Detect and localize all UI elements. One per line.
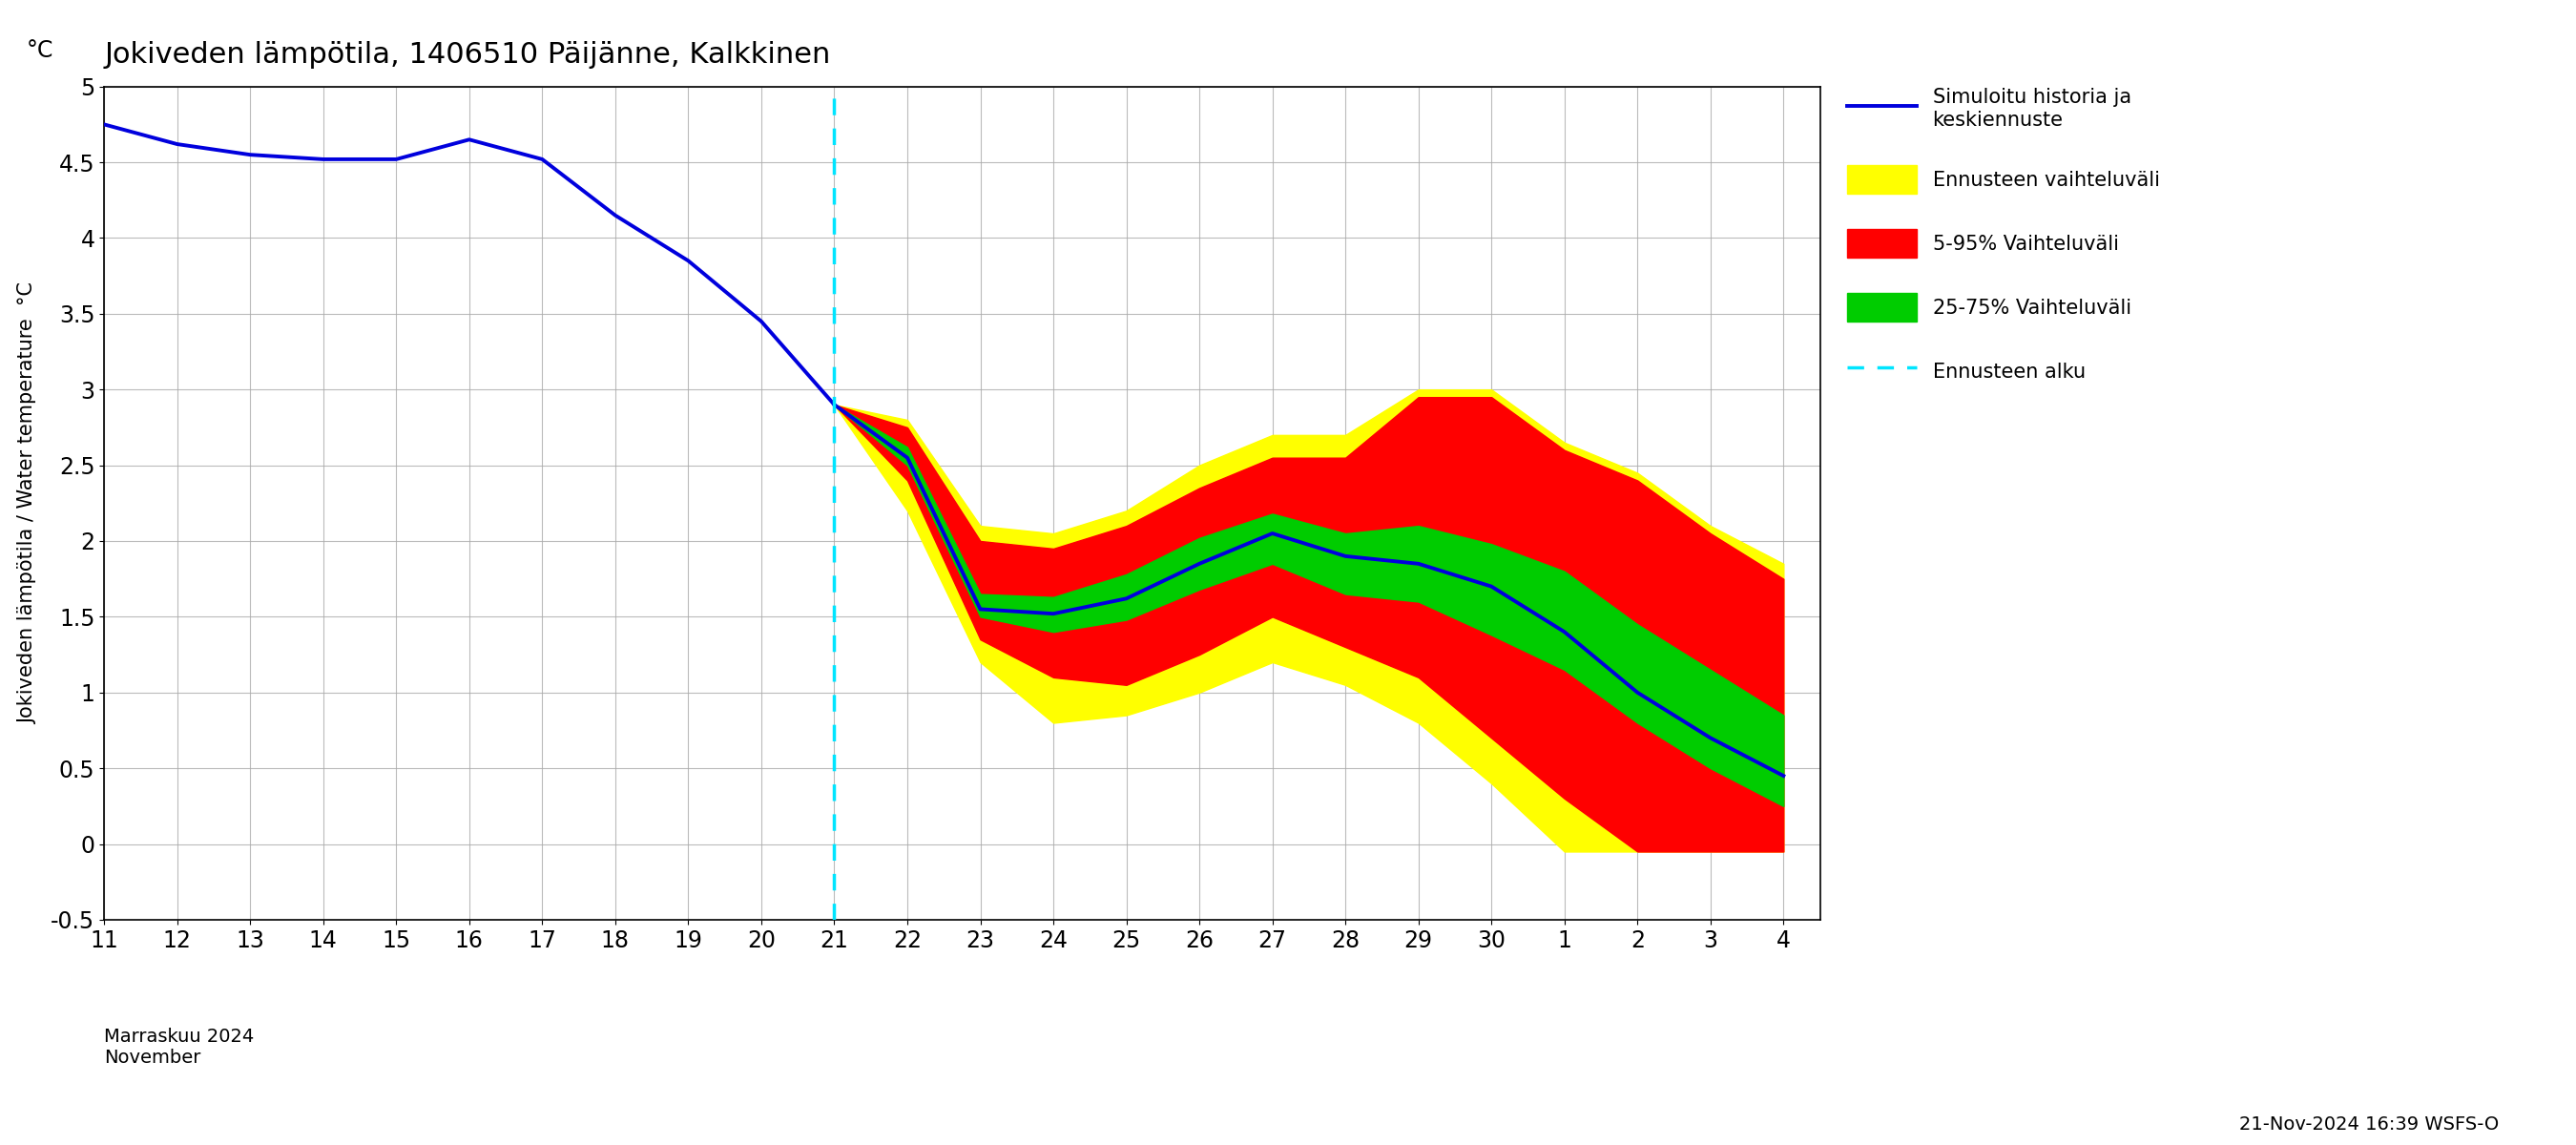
Text: Jokiveden lämpötila, 1406510 Päijänne, Kalkkinen: Jokiveden lämpötila, 1406510 Päijänne, K…: [103, 41, 829, 69]
Text: °C: °C: [26, 39, 54, 62]
Text: Marraskuu 2024
November: Marraskuu 2024 November: [103, 1028, 255, 1067]
Legend: Simuloitu historia ja
keskiennuste, Ennusteen vaihteluväli, 5-95% Vaihteluväli, : Simuloitu historia ja keskiennuste, Ennu…: [1847, 88, 2159, 385]
Y-axis label: Jokiveden lämpötila / Water temperature  °C: Jokiveden lämpötila / Water temperature …: [18, 283, 39, 724]
Text: 21-Nov-2024 16:39 WSFS-O: 21-Nov-2024 16:39 WSFS-O: [2239, 1115, 2499, 1134]
